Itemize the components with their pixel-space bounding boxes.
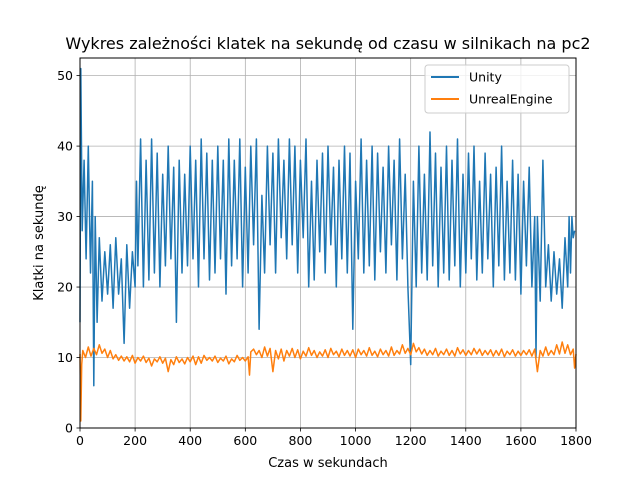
y-tick-label: 30 [57, 209, 73, 224]
legend-label: Unity [469, 70, 502, 85]
y-axis-ticks: 0 10 20 30 40 50 [57, 68, 80, 436]
y-tick-label: 0 [65, 421, 73, 436]
x-tick-label: 400 [178, 433, 202, 448]
x-tick-label: 800 [289, 433, 313, 448]
legend: Unity UnrealEngine [424, 64, 570, 114]
x-tick-label: 0 [76, 433, 84, 448]
y-tick-label: 20 [57, 280, 73, 295]
x-tick-label: 1400 [450, 433, 482, 448]
x-axis-label: Czas w sekundach [268, 456, 388, 471]
series-line-unrealengine [79, 341, 577, 422]
legend-label: UnrealEngine [469, 92, 553, 107]
legend-box [424, 64, 570, 114]
y-tick-label: 10 [57, 350, 73, 365]
x-tick-label: 1800 [560, 433, 592, 448]
chart-title: Wykres zależności klatek na sekundę od c… [65, 34, 590, 53]
series-line-unity [79, 67, 576, 387]
series-layer [79, 67, 577, 422]
x-tick-label: 200 [123, 433, 147, 448]
axes-frame [79, 57, 577, 429]
y-tick-label: 50 [57, 68, 73, 83]
y-axis-label: Klatki na sekundę [32, 185, 47, 300]
x-tick-label: 1200 [395, 433, 427, 448]
x-axis-ticks: 0 200 400 600 800 1000 1200 1400 1600 1800 [76, 428, 592, 448]
x-tick-label: 600 [233, 433, 257, 448]
x-tick-label: 1600 [505, 433, 537, 448]
x-tick-label: 1000 [340, 433, 372, 448]
y-tick-label: 40 [57, 139, 73, 154]
